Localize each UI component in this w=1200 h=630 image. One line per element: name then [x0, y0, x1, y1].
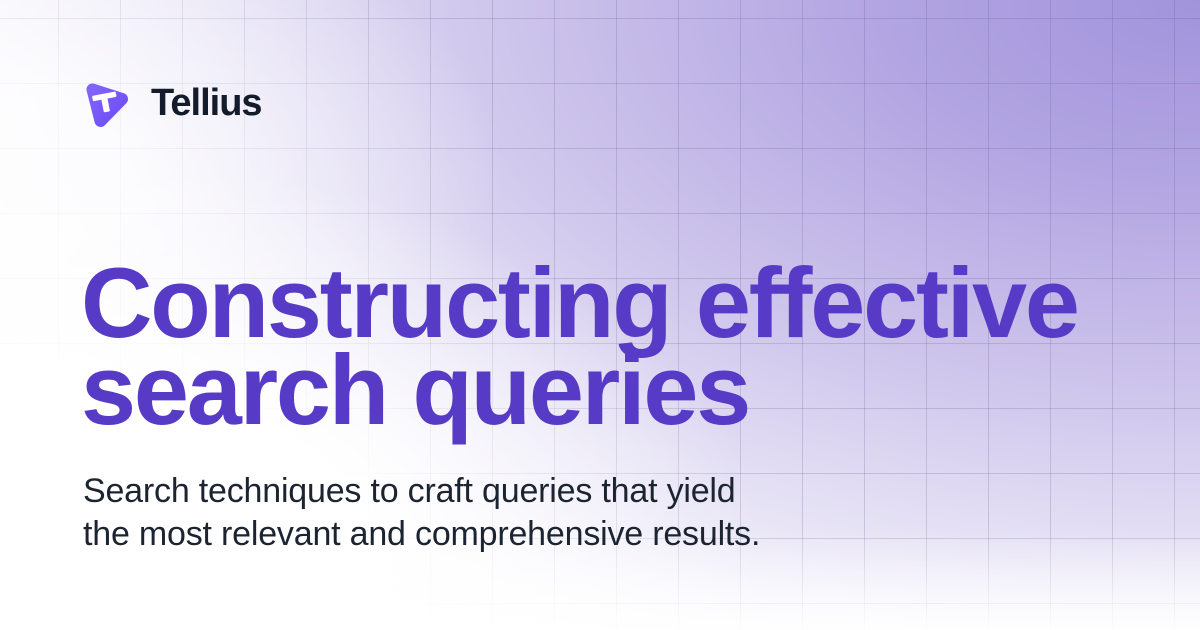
page-title: Constructing effective search queries [81, 247, 1080, 445]
brand-lockup: Tellius [80, 78, 263, 128]
tellius-logo-icon [86, 83, 128, 127]
brand-name: Tellius [151, 81, 263, 124]
page-subtitle-line-2: the most relevant and comprehensive resu… [83, 515, 761, 553]
page-subtitle-line-1: Search techniques to craft queries that … [83, 472, 736, 510]
page-subtitle: Search techniques to craft queries that … [83, 470, 760, 556]
page-title-line-2: search queries [81, 334, 751, 445]
page-title-line-1: Constructing effective [81, 247, 1080, 358]
